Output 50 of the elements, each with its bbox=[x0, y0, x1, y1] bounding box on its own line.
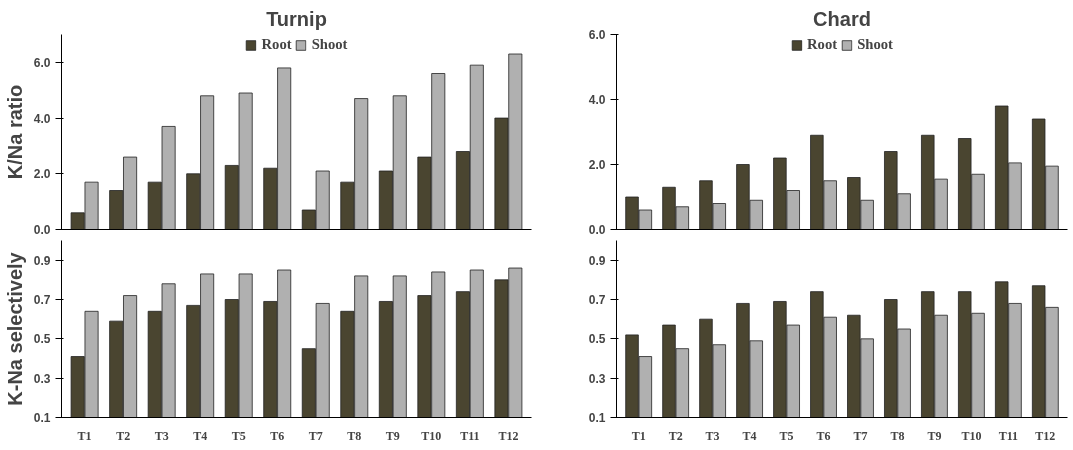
y-axis-title: K-Na selectively bbox=[3, 251, 26, 406]
x-tick-label: T8 bbox=[890, 428, 905, 443]
y-tick-label: 0.0 bbox=[33, 223, 51, 237]
x-tick-label: T1 bbox=[77, 428, 92, 443]
y-tick-label: 0.9 bbox=[588, 253, 606, 268]
x-tick-label: T6 bbox=[270, 428, 285, 443]
x-tick-label: T10 bbox=[961, 428, 982, 443]
y-tick-label: 2.0 bbox=[33, 167, 51, 182]
legend-label: Shoot bbox=[311, 36, 348, 53]
y-tick-label: 2.0 bbox=[588, 158, 606, 172]
x-tick-label: T4 bbox=[193, 428, 208, 443]
y-tick-label: 0.5 bbox=[588, 332, 606, 347]
legend-label: Root bbox=[807, 36, 838, 53]
x-tick-label: T5 bbox=[779, 428, 794, 443]
x-tick-label: T9 bbox=[927, 428, 942, 443]
y-tick-label: 0.1 bbox=[33, 411, 51, 425]
x-tick-label: T11 bbox=[998, 428, 1019, 443]
x-tick-label: T7 bbox=[308, 428, 323, 443]
y-tick-label: 0.7 bbox=[33, 293, 51, 307]
x-tick-label: T3 bbox=[705, 428, 720, 443]
legend-label: Shoot bbox=[857, 36, 893, 53]
y-tick-label: 4.0 bbox=[33, 111, 51, 126]
x-tick-label: T6 bbox=[816, 428, 831, 443]
legend-label: Root bbox=[261, 36, 292, 53]
x-tick-label: T3 bbox=[154, 428, 169, 443]
x-tick-label: T2 bbox=[668, 428, 683, 443]
x-tick-label: T5 bbox=[231, 428, 246, 443]
y-axis-title: K/Na ratio bbox=[3, 84, 26, 180]
y-tick-label: 6.0 bbox=[33, 55, 51, 70]
chart-title: Chard bbox=[813, 7, 871, 30]
y-tick-label: 0.0 bbox=[588, 223, 606, 237]
y-tick-label: 6.0 bbox=[588, 28, 606, 42]
x-tick-label: T12 bbox=[498, 428, 519, 443]
x-tick-label: T12 bbox=[1035, 428, 1056, 443]
x-tick-label: T8 bbox=[347, 428, 362, 443]
y-tick-label: 0.5 bbox=[33, 332, 51, 347]
x-tick-label: T10 bbox=[421, 428, 442, 443]
y-tick-label: 0.1 bbox=[588, 411, 606, 425]
y-tick-label: 0.7 bbox=[588, 293, 606, 307]
y-tick-label: 4.0 bbox=[588, 93, 606, 107]
x-tick-label: T4 bbox=[742, 428, 757, 443]
x-tick-label: T9 bbox=[385, 428, 400, 443]
x-tick-label: T11 bbox=[460, 428, 480, 443]
chart-title: Turnip bbox=[266, 7, 327, 30]
x-tick-label: T7 bbox=[853, 428, 868, 443]
x-tick-label: T1 bbox=[631, 428, 646, 443]
y-tick-label: 0.3 bbox=[33, 371, 51, 386]
x-tick-label: T2 bbox=[116, 428, 131, 443]
y-tick-label: 0.9 bbox=[33, 253, 51, 268]
y-tick-label: 0.3 bbox=[588, 371, 606, 386]
